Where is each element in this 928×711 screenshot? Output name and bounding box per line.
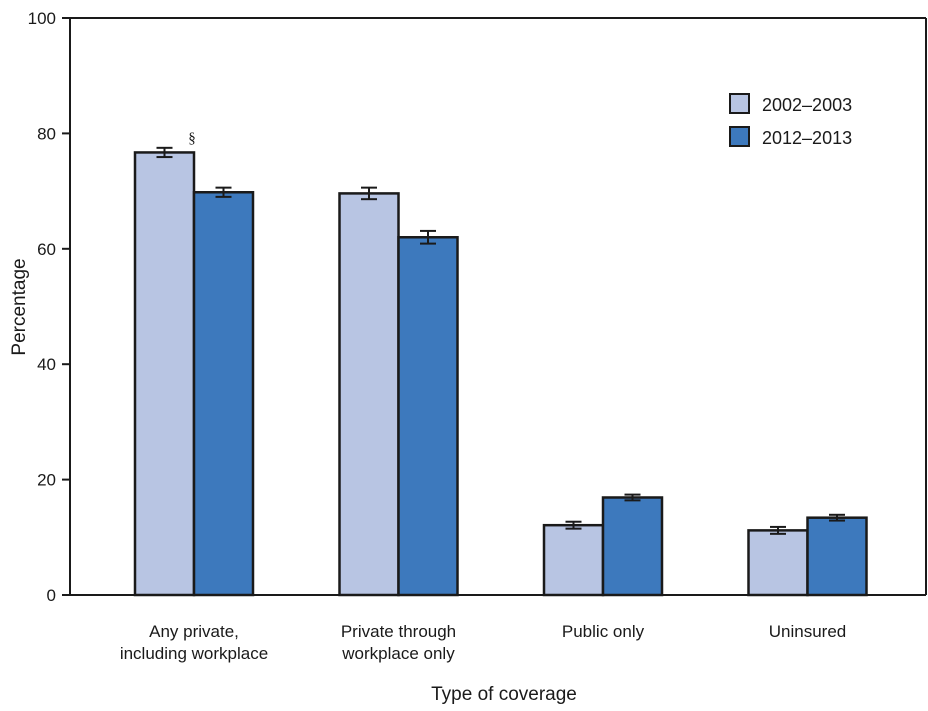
bar-2-3	[601, 496, 664, 597]
error-bar-2-2	[420, 229, 436, 245]
legend-item-1: 2002–2003	[729, 93, 852, 115]
category-labels-layer: Any private, including workplace Private t…	[120, 622, 846, 663]
legend-swatch	[729, 126, 750, 147]
legend-label: 2012–2013	[762, 128, 852, 148]
error-bar-1-1	[156, 146, 173, 159]
legend: 2002–2003 2012–2013	[729, 93, 852, 148]
bars-layer	[133, 151, 868, 597]
error-bars-layer	[156, 146, 845, 535]
y-tick-label: 40	[37, 355, 56, 374]
bar-1-2	[338, 192, 400, 597]
annotations-layer: §	[188, 130, 196, 146]
bar-1-1	[133, 151, 196, 597]
x-category-label: Public only	[562, 622, 645, 641]
bar-1-4	[747, 529, 809, 597]
x-category-label: Private through workplace only	[341, 622, 456, 663]
y-tick-label: 100	[28, 9, 56, 28]
legend-swatch	[729, 93, 750, 114]
x-axis-title: Type of coverage	[431, 684, 577, 705]
bar-2-1	[192, 191, 255, 597]
error-bar-2-1	[215, 186, 232, 198]
error-bar-1-3	[565, 520, 582, 530]
bar-2-4	[806, 516, 868, 597]
bar-1-3	[542, 523, 605, 597]
axes-layer	[69, 17, 927, 596]
ticks-layer: 0 20 40 60 80 100	[28, 9, 70, 605]
x-category-label: Any private, including workplace	[120, 622, 268, 663]
y-tick-label: 60	[37, 240, 56, 259]
error-bar-2-3	[624, 493, 641, 502]
error-bar-1-4	[770, 525, 786, 535]
y-axis-title: Percentage	[9, 258, 30, 355]
bar-2-2	[397, 236, 459, 597]
error-bar-2-4	[829, 513, 845, 522]
y-tick-label: 0	[47, 586, 56, 605]
y-tick-label: 80	[37, 124, 56, 143]
legend-item-2: 2012–2013	[729, 126, 852, 148]
x-category-label: Uninsured	[769, 622, 847, 641]
legend-label: 2002–2003	[762, 95, 852, 115]
error-bar-1-2	[361, 186, 377, 201]
annotation-mark: §	[188, 130, 196, 146]
y-tick-label: 20	[37, 471, 56, 490]
